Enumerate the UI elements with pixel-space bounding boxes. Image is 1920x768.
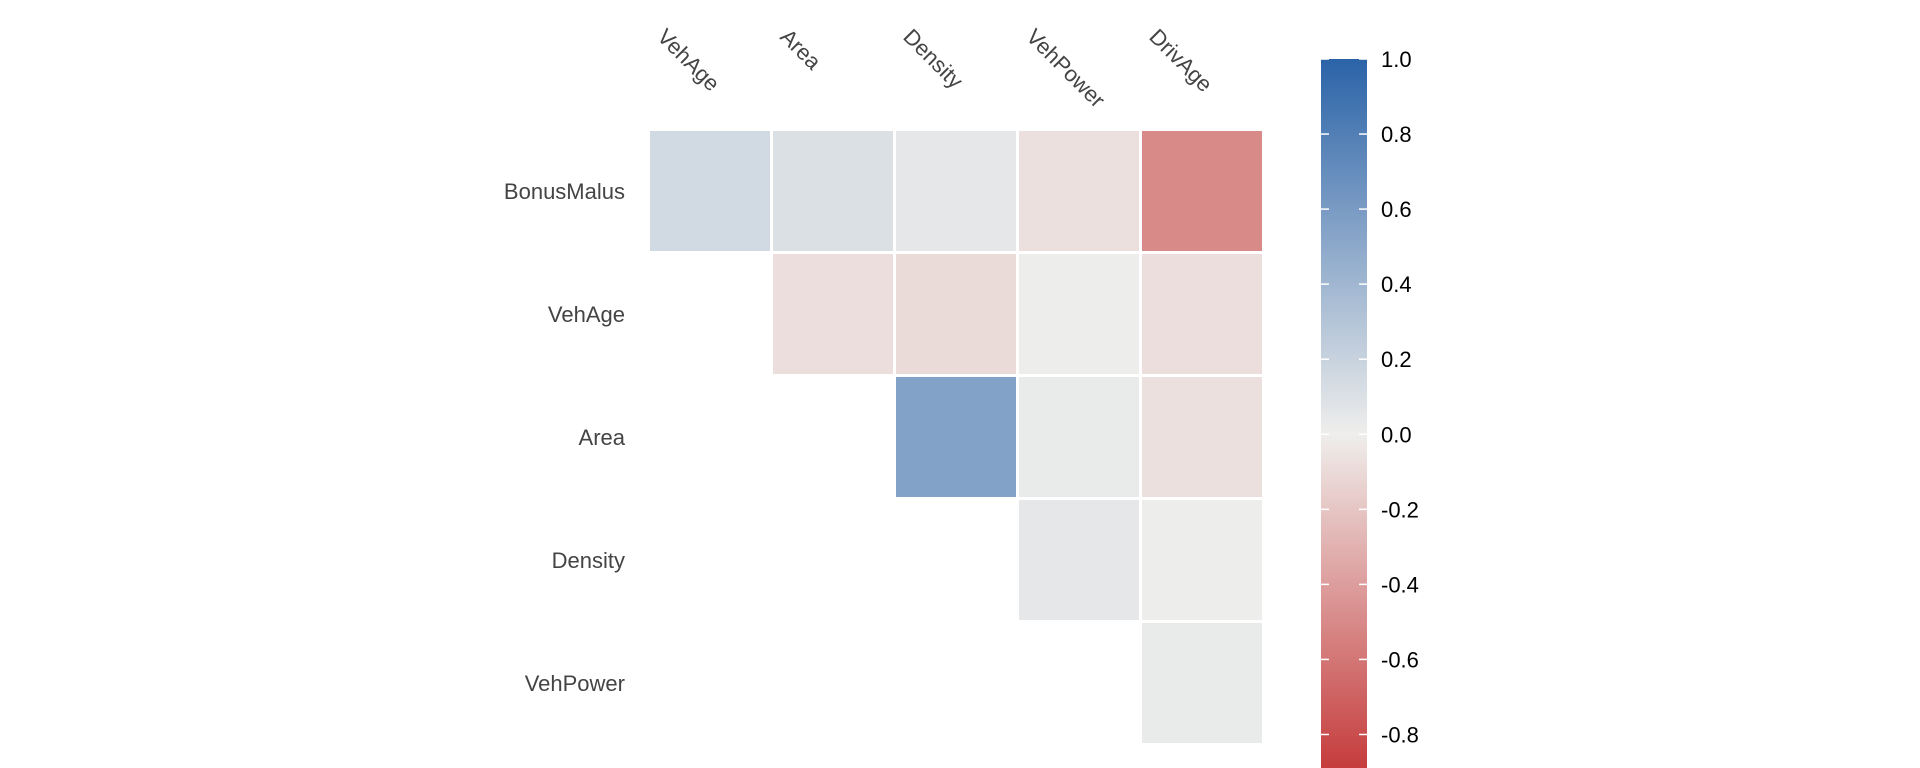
colorbar-tick-label: -0.2 — [1381, 497, 1419, 522]
heatmap-cell — [773, 254, 893, 374]
heatmap-cell — [773, 131, 893, 251]
heatmap-cell — [1142, 254, 1262, 374]
x-tick-label: VehAge — [652, 24, 724, 96]
colorbar-tick-label: -0.4 — [1381, 572, 1419, 597]
y-tick-label: VehAge — [548, 302, 625, 327]
colorbar-tick-label: -0.6 — [1381, 647, 1419, 672]
colorbar-tick-label: 0.4 — [1381, 272, 1412, 297]
colorbar-tick-label: -0.8 — [1381, 722, 1419, 747]
colorbar-tick-label: 0.6 — [1381, 197, 1412, 222]
colorbar-ticks: 1.0 0.8 0.6 0.4 0.2 0.0 -0.2 -0.4 -0.6 -0.8 — [1321, 47, 1419, 747]
x-tick-label: Area — [775, 24, 826, 75]
colorbar-tick-label: 1.0 — [1381, 47, 1412, 72]
heatmap-cell — [1142, 377, 1262, 497]
heatmap-cell — [1019, 377, 1139, 497]
heatmap-cell — [896, 131, 1016, 251]
colorbar-tick-label: 0.8 — [1381, 122, 1412, 147]
x-tick-label: VehPower — [1021, 24, 1110, 113]
y-tick-label: BonusMalus — [504, 179, 625, 204]
heatmap-cell — [1142, 623, 1262, 743]
y-tick-label: VehPower — [525, 671, 625, 696]
heatmap-cell — [896, 377, 1016, 497]
colorbar-tick-label: 0.2 — [1381, 347, 1412, 372]
x-tick-label: Density — [898, 24, 968, 94]
heatmap-cell — [896, 254, 1016, 374]
x-tick-label: DrivAge — [1144, 24, 1217, 97]
heatmap-cell — [1142, 131, 1262, 251]
y-tick-label: Area — [579, 425, 626, 450]
heatmap-cell — [1142, 500, 1262, 620]
heatmap-cells — [650, 131, 1262, 743]
y-tick-label: Density — [552, 548, 625, 573]
heatmap-cell — [1019, 131, 1139, 251]
heatmap-cell — [1019, 500, 1139, 620]
colorbar-gradient — [1321, 59, 1367, 768]
heatmap-cell — [650, 131, 770, 251]
colorbar: 1.0 0.8 0.6 0.4 0.2 0.0 -0.2 -0.4 -0.6 -0.8 — [1321, 47, 1419, 768]
heatmap-cell — [1019, 254, 1139, 374]
colorbar-tick-label: 0.0 — [1381, 422, 1412, 447]
y-axis-labels: BonusMalus VehAge Area Density VehPower — [504, 179, 626, 696]
x-axis-labels: VehAge Area Density VehPower DrivAge — [652, 24, 1217, 113]
